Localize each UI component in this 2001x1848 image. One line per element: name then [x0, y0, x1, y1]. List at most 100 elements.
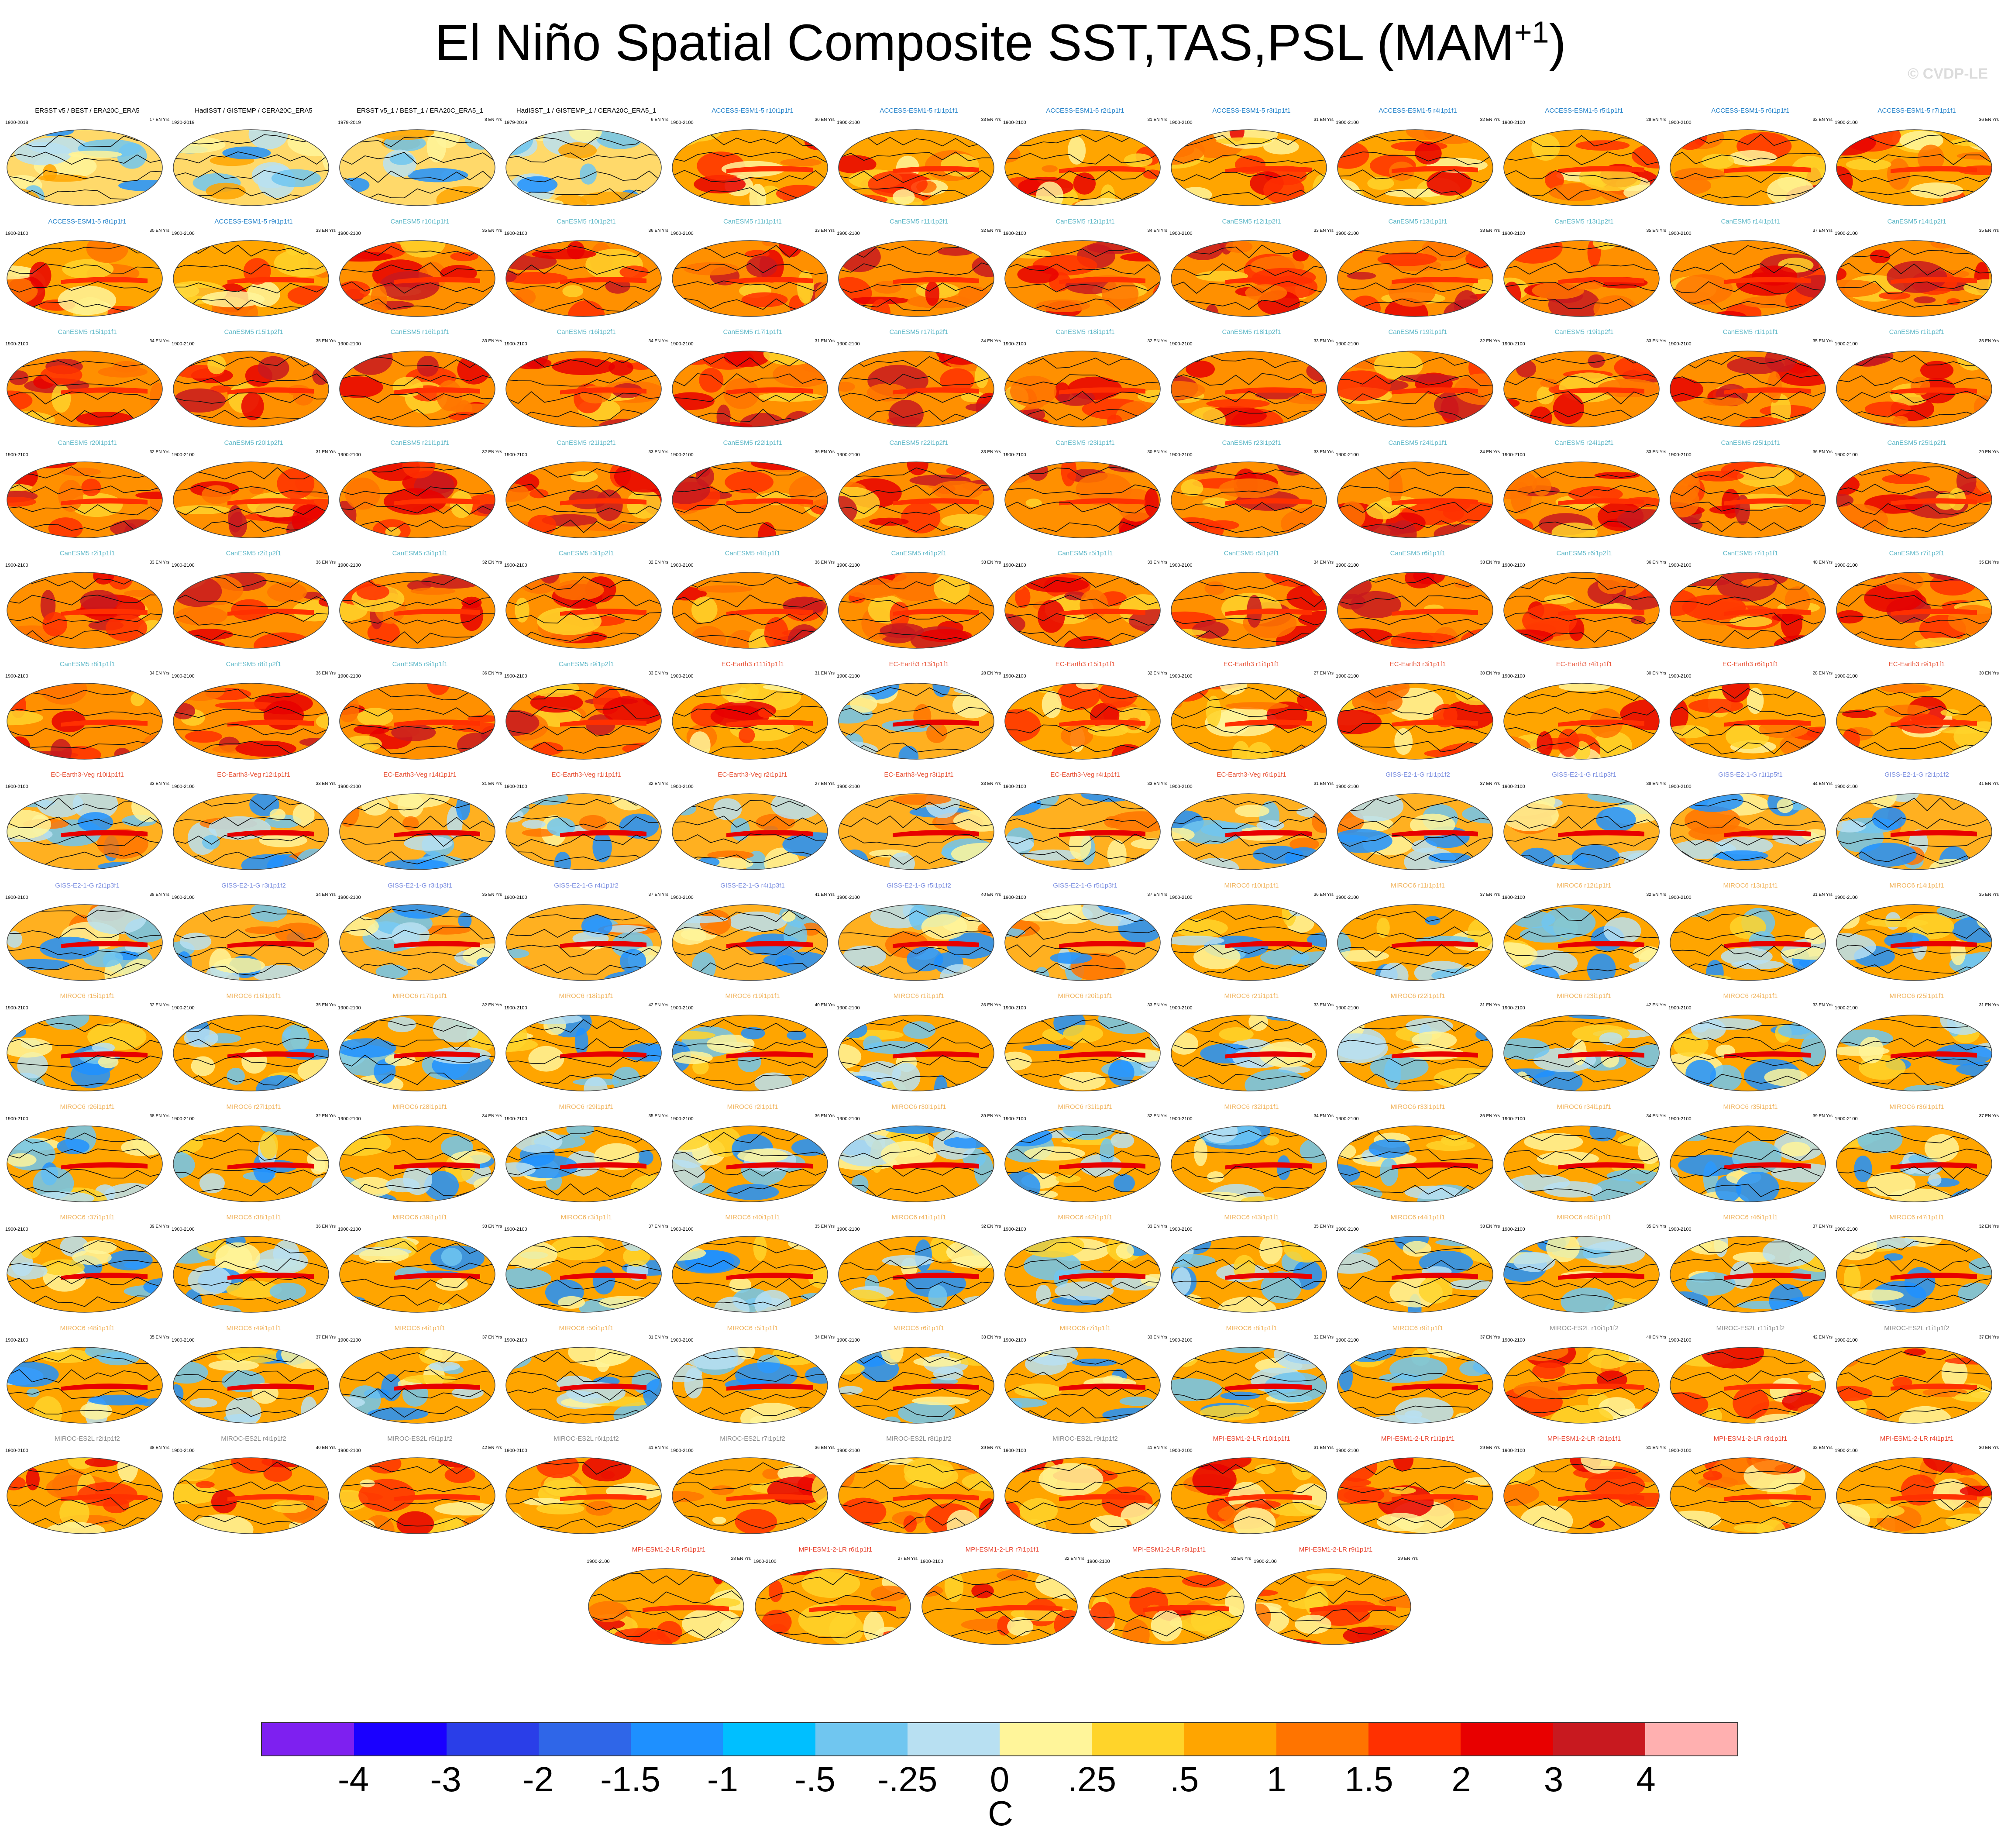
psl-contour	[506, 594, 661, 607]
anomaly-patch	[480, 1191, 495, 1202]
anomaly-patch	[1703, 1471, 1723, 1481]
psl-contour	[7, 613, 162, 625]
psl-contour	[1836, 851, 1992, 865]
psl-contour	[1670, 521, 1826, 532]
anomaly-patch	[955, 864, 975, 870]
psl-contour	[1836, 964, 1992, 974]
map-plot	[339, 240, 495, 317]
anomaly-patch	[1245, 284, 1287, 301]
psl-contour	[1337, 723, 1493, 736]
psl-contour	[839, 391, 994, 403]
map-panel: CanESM5 r14i1p1f1 1900-2100 37 EN Yrs	[1668, 218, 1833, 327]
map-plot	[339, 793, 495, 870]
anomaly-patch	[244, 926, 283, 934]
anomaly-patch	[1389, 1356, 1447, 1381]
anomaly-patch	[1263, 176, 1305, 204]
anomaly-patch	[933, 1366, 964, 1380]
anomaly-patch	[1179, 820, 1243, 844]
anomaly-patch	[1042, 165, 1058, 172]
anomaly-patch	[1151, 1609, 1183, 1642]
map-plot	[1503, 240, 1660, 317]
psl-contour	[1670, 465, 1826, 479]
psl-contour	[1171, 154, 1327, 164]
anomaly-patch	[619, 949, 646, 974]
map-panel: MIROC-ES2L r8i1p1f2 1900-2100 39 EN Yrs	[836, 1435, 1002, 1544]
anomaly-patch	[1904, 1348, 1926, 1356]
anomaly-patch	[214, 701, 280, 709]
anomaly-patch	[672, 572, 696, 587]
anomaly-patch	[1475, 965, 1493, 981]
panel-title: EC-Earth3-Veg r6i1p1f1	[1217, 771, 1286, 778]
panel-title: GISS-E2-1-G r5i1p1f2	[887, 881, 951, 889]
anomaly-patch	[78, 812, 113, 833]
map-plot	[1171, 1457, 1327, 1534]
equatorial-pacific-anomaly	[1059, 609, 1145, 616]
anomaly-patch	[1801, 1034, 1826, 1066]
anomaly-patch	[691, 596, 718, 623]
psl-contour	[672, 798, 828, 811]
psl-contour	[1670, 391, 1826, 404]
anomaly-patch	[764, 847, 800, 870]
psl-contour	[1337, 630, 1493, 643]
panel-period: 1900-2100	[5, 673, 28, 679]
panel-period: 1900-2100	[837, 1116, 860, 1122]
psl-contour	[1836, 354, 1992, 369]
map-panel: MIROC6 r5i1p1f1 1900-2100 34 EN Yrs	[670, 1325, 835, 1433]
anomaly-patch	[42, 164, 57, 181]
panel-period: 1900-2100	[670, 895, 694, 900]
anomaly-patch	[1540, 379, 1557, 388]
anomaly-patch	[271, 1500, 308, 1513]
anomaly-patch	[343, 916, 379, 936]
panel-title: MPI-ESM1-2-LR r8i1p1f1	[1132, 1545, 1206, 1553]
panel-event-count: 32 EN Yrs	[1480, 117, 1500, 122]
anomaly-patch	[1343, 1626, 1389, 1644]
anomaly-patch	[42, 612, 68, 637]
equatorial-pacific-anomaly	[1225, 276, 1312, 284]
map-panel: ERSST v5_1 / BEST_1 / ERA20C_ERA5_1 1979-…	[337, 107, 503, 216]
panel-title: EC-Earth3-Veg r10i1p1f1	[51, 771, 124, 778]
map-panel: ACCESS-ESM1-5 r5i1p1f1 1900-2100 28 EN Yrs	[1501, 107, 1667, 216]
map-panel: MPI-ESM1-2-LR r1i1p1f1 1900-2100 29 EN Yrs	[1335, 1435, 1501, 1544]
map-panel: EC-Earth3 r1i1p1f1 1900-2100 27 EN Yrs	[1169, 661, 1334, 769]
anomaly-patch	[892, 794, 951, 805]
psl-contour	[173, 134, 329, 145]
panel-period: 1900-2100	[587, 1559, 610, 1564]
panel-period: 1900-2100	[504, 1005, 527, 1011]
panel-event-count: 39 EN Yrs	[149, 1224, 169, 1229]
psl-contour	[506, 152, 661, 163]
panel-event-count: 33 EN Yrs	[1313, 228, 1334, 233]
anomaly-patch	[1882, 473, 1930, 484]
panel-period: 1900-2100	[1003, 673, 1026, 679]
panel-title: MIROC-ES2L r5i1p1f2	[387, 1435, 453, 1442]
map-panel: CanESM5 r2i1p2f1 1900-2100 36 EN Yrs	[171, 550, 337, 658]
map-plot	[1836, 129, 1992, 206]
psl-contour	[340, 908, 495, 920]
map-plot	[838, 572, 994, 649]
psl-contour	[340, 298, 495, 310]
map-panel: MIROC6 r7i1p1f1 1900-2100 33 EN Yrs	[1002, 1325, 1168, 1433]
panel-event-count: 41 EN Yrs	[1979, 781, 1999, 786]
anomaly-patch	[1050, 952, 1092, 964]
panel-period: 1900-2100	[172, 341, 195, 347]
panel-event-count: 30 EN Yrs	[815, 117, 835, 122]
map-plot	[672, 1236, 828, 1313]
anomaly-patch	[1836, 1347, 1865, 1357]
panel-period: 1900-2100	[1502, 673, 1525, 679]
psl-contour	[1337, 375, 1493, 386]
anomaly-patch	[684, 1367, 703, 1398]
anomaly-patch	[1778, 1022, 1826, 1039]
anomaly-patch	[387, 794, 450, 808]
panel-event-count: 30 EN Yrs	[1979, 1445, 1999, 1450]
anomaly-patch	[532, 248, 596, 259]
map-outline	[672, 351, 828, 427]
anomaly-patch	[793, 199, 822, 206]
panel-title: MPI-ESM1-2-LR r10i1p1f1	[1213, 1435, 1290, 1442]
panel-event-count: 31 EN Yrs	[482, 781, 502, 786]
panel-event-count: 41 EN Yrs	[815, 892, 835, 897]
psl-contour	[1504, 595, 1659, 608]
map-panel: EC-Earth3-Veg r3i1p1f1 1900-2100 33 EN Yrs	[836, 771, 1002, 880]
map-outline	[1337, 461, 1493, 538]
anomaly-patch	[108, 572, 133, 590]
anomaly-patch	[1836, 267, 1847, 281]
panel-title: ACCESS-ESM1-5 r10i1p1f1	[712, 107, 794, 114]
